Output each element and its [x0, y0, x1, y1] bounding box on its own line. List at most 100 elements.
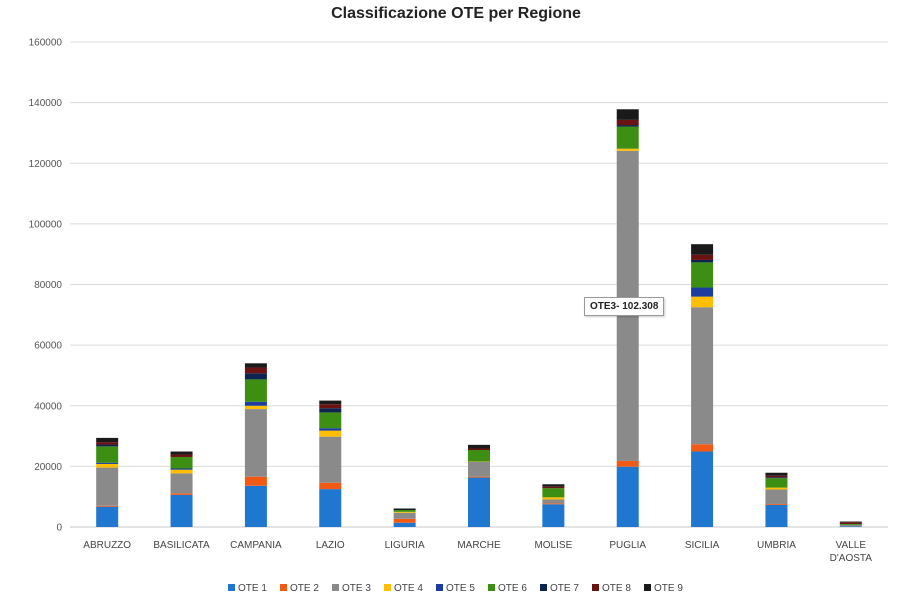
bar-segment-ote8 — [542, 486, 565, 489]
bar-segment-ote9 — [691, 244, 714, 255]
bar-segment-ote9 — [468, 444, 490, 449]
x-tick-label: D'AOSTA — [830, 553, 873, 564]
bar-segment-ote1 — [319, 489, 342, 527]
bar-segment-ote6 — [616, 126, 639, 149]
bar-segment-ote8 — [616, 119, 639, 126]
x-tick-label: UMBRIA — [757, 540, 796, 551]
bar-segment-ote2 — [96, 505, 119, 507]
legend-swatch — [644, 584, 651, 591]
bar-segment-ote4 — [393, 511, 416, 513]
bar-segment-ote9 — [244, 363, 267, 368]
legend-label: OTE 3 — [342, 583, 371, 594]
bar-segment-ote8 — [170, 454, 193, 457]
bar-segment-ote3 — [691, 307, 714, 445]
data-label-annotation: OTE3- 102.308 — [584, 297, 665, 316]
legend-label: OTE 6 — [498, 583, 527, 594]
bar-segment-ote1 — [691, 451, 714, 527]
x-tick-label: LIGURIA — [385, 540, 425, 551]
x-tick-label: SICILIA — [685, 540, 720, 551]
x-tick-label: VALLE — [836, 540, 867, 551]
bar-segment-ote5 — [691, 287, 714, 297]
y-tick-label: 100000 — [29, 219, 63, 230]
legend-label: OTE 5 — [446, 583, 475, 594]
bar-segment-ote6 — [96, 446, 119, 463]
y-tick-label: 0 — [56, 523, 62, 534]
legend-swatch — [592, 584, 599, 591]
bar-segment-ote9 — [393, 508, 416, 511]
bar-segment-ote1 — [170, 494, 193, 527]
bar-segment-ote8 — [691, 254, 714, 260]
bar-segment-ote3 — [170, 473, 193, 494]
x-tick-label: PUGLIA — [609, 540, 646, 551]
y-tick-label: 20000 — [34, 462, 62, 473]
bar-segment-ote2 — [319, 482, 342, 490]
bar-segment-ote3 — [839, 524, 862, 527]
bar-segment-ote8 — [839, 522, 862, 524]
x-tick-label: ABRUZZO — [83, 540, 131, 551]
bar-segment-ote6 — [170, 456, 193, 469]
bar-segment-ote8 — [96, 442, 119, 445]
bar-segment-ote6 — [244, 379, 267, 402]
bar-segment-ote1 — [765, 504, 788, 527]
bar-segment-ote4 — [170, 469, 193, 474]
bar-segment-ote8 — [319, 404, 342, 409]
bar-segment-ote4 — [691, 296, 714, 308]
bar-segment-ote2 — [170, 493, 193, 495]
bar-segment-ote9 — [616, 109, 639, 120]
y-tick-label: 40000 — [34, 401, 62, 412]
x-tick-label: BASILICATA — [153, 540, 210, 551]
x-tick-label: CAMPANIA — [230, 540, 282, 551]
bar-segment-ote1 — [839, 526, 862, 527]
bar-segment-ote4 — [96, 463, 119, 468]
bar-segment-ote2 — [616, 460, 639, 467]
bar-segment-ote2 — [691, 444, 714, 452]
bar-segment-ote1 — [96, 506, 119, 527]
x-tick-label: LAZIO — [316, 540, 345, 551]
bar-segment-ote7 — [616, 125, 639, 127]
legend-swatch — [540, 584, 547, 591]
legend-swatch — [280, 584, 287, 591]
bar-segment-ote6 — [839, 523, 862, 525]
bar-segment-ote4 — [765, 487, 788, 490]
bar-segment-ote9 — [542, 484, 565, 487]
bar-segment-ote6 — [393, 510, 416, 512]
bar-segment-ote9 — [839, 521, 862, 523]
bar-segment-ote6 — [691, 262, 714, 288]
bar-segment-ote7 — [691, 259, 714, 263]
bar-segment-ote4 — [542, 497, 565, 500]
legend-label: OTE 8 — [602, 583, 631, 594]
bar-segment-ote7 — [244, 373, 267, 380]
bar-segment-ote1 — [542, 504, 565, 527]
bar-segment-ote6 — [542, 488, 565, 498]
bar-segment-ote7 — [319, 408, 342, 413]
x-tick-label: MARCHE — [457, 540, 501, 551]
legend-swatch — [384, 584, 391, 591]
legend-label: OTE 4 — [394, 583, 423, 594]
bar-segment-ote5 — [244, 401, 267, 406]
x-tick-label: MOLISE — [534, 540, 572, 551]
bar-segment-ote6 — [765, 478, 788, 488]
y-tick-label: 80000 — [34, 280, 62, 291]
bar-segment-ote8 — [468, 448, 490, 451]
legend-swatch — [436, 584, 443, 591]
chart-title: Classificazione OTE per Regione — [331, 5, 581, 22]
bar-segment-ote3 — [468, 461, 490, 477]
bar-segment-ote5 — [170, 468, 193, 470]
bar-segment-ote9 — [170, 451, 193, 455]
bar-segment-ote3 — [393, 512, 416, 519]
bar-segment-ote7 — [765, 477, 788, 479]
bar-segment-ote4 — [616, 148, 639, 151]
bar-segment-ote6 — [319, 412, 342, 429]
bar-segment-ote9 — [765, 472, 788, 476]
legend-swatch — [332, 584, 339, 591]
bar-segment-ote6 — [468, 450, 490, 462]
bar-segment-ote1 — [468, 477, 490, 527]
legend-label: OTE 1 — [238, 583, 267, 594]
bar-segment-ote3 — [765, 489, 788, 504]
legend-label: OTE 7 — [550, 583, 579, 594]
y-tick-label: 120000 — [29, 159, 63, 170]
bar-segment-ote1 — [244, 485, 267, 527]
y-tick-label: 60000 — [34, 341, 62, 352]
